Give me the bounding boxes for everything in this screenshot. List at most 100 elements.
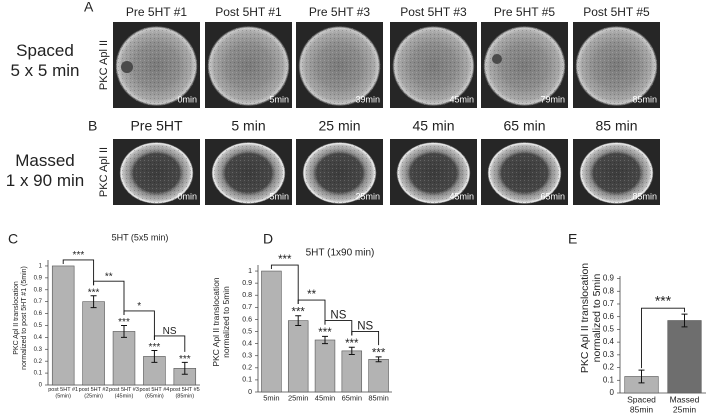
significance-label: *** <box>118 317 130 328</box>
panel-label: E <box>568 231 577 247</box>
y-tick-label: 0.6 <box>34 311 43 317</box>
error-bar <box>348 346 355 356</box>
comparison-label: NS <box>330 309 346 321</box>
y-axis-label: PKC Apl II translocationnormalized to po… <box>13 266 28 370</box>
y-tick-label: 0.3 <box>603 350 615 359</box>
comparison-label: ** <box>307 289 316 301</box>
y-tick-label: 0.5 <box>603 325 615 334</box>
error-bar <box>181 361 188 375</box>
comparison-bracket <box>93 280 125 315</box>
y-tick-label: 0.4 <box>242 340 252 347</box>
panel-label: C <box>8 231 18 247</box>
bar <box>667 320 702 394</box>
y-tick-label: 0.1 <box>34 371 43 377</box>
cell-texture <box>207 26 290 106</box>
image-header: Pre 5HT #5 <box>494 5 555 19</box>
timestamp: 45min <box>449 94 474 104</box>
bar <box>368 359 389 393</box>
error-bar <box>681 313 688 328</box>
bar <box>82 301 105 386</box>
y-tick-label: 0.1 <box>242 377 252 384</box>
comparison-label: *** <box>655 293 672 309</box>
y-tick-label: 1 <box>39 264 43 270</box>
cell-texture <box>575 26 658 106</box>
image-header: Pre 5HT <box>130 118 183 134</box>
y-tick-label: 0.9 <box>603 274 615 283</box>
y-tick-label: 0.8 <box>242 292 252 299</box>
row-label: Spaced 5 x 5 min <box>11 42 80 81</box>
timestamp: 0min <box>177 191 197 201</box>
y-axis-label: PKC Apl II translocationnormalized to 5m… <box>579 263 603 373</box>
x-tick-label: post 5HT #5 (85min) <box>170 387 200 399</box>
cell-texture <box>487 142 562 204</box>
image-header: Pre 5HT #3 <box>309 5 370 19</box>
error-bar <box>295 315 302 326</box>
y-tick-label: 0.7 <box>34 299 43 305</box>
significance-label: *** <box>149 342 161 353</box>
y-tick-label: 0 <box>248 389 252 396</box>
comparison-label: *** <box>73 250 85 261</box>
timestamp: 39min <box>355 94 380 104</box>
bar <box>287 320 309 393</box>
comparison-bracket <box>351 331 380 346</box>
timestamp: 65min <box>540 191 565 201</box>
image-y-label: PKC Apl II <box>98 40 110 90</box>
timestamp: 0min <box>177 94 197 104</box>
error-bar <box>375 356 382 363</box>
y-tick-label: 0.4 <box>603 337 615 346</box>
image-y-label: PKC Apl II <box>98 147 110 197</box>
y-tick-label: 0.9 <box>34 275 43 281</box>
x-tick-label: 85min <box>368 394 388 403</box>
comparison-label: NS <box>357 320 373 332</box>
x-tick-label: Spaced 85min <box>627 395 656 413</box>
y-tick-label: 1 <box>248 268 252 275</box>
x-tick-label: post 5HT #2 (25min) <box>79 387 109 399</box>
y-tick-label: 0.5 <box>242 328 252 335</box>
cell-texture <box>211 142 286 204</box>
timestamp: 79min <box>540 94 565 104</box>
cell-texture <box>115 26 198 106</box>
image-header: 85 min <box>595 118 637 134</box>
comparison-bracket <box>324 320 353 336</box>
cell-texture <box>392 26 475 106</box>
y-tick-label: 0.2 <box>242 365 252 372</box>
y-tick-label: 0.7 <box>242 304 252 311</box>
comparison-bracket <box>297 299 326 325</box>
bar <box>51 265 75 386</box>
comparison-label: ** <box>105 271 113 282</box>
y-tick-label: 0.1 <box>603 375 615 384</box>
y-tick-label: 0.2 <box>34 359 43 365</box>
image-header: Pre 5HT #1 <box>126 5 187 19</box>
timestamp: 85min <box>632 191 657 201</box>
error-bar <box>638 369 645 384</box>
significance-label: *** <box>179 354 191 365</box>
nucleus-spot <box>492 54 502 64</box>
x-tick-label: 5min <box>263 394 279 403</box>
error-bar <box>151 349 158 363</box>
nucleus-spot <box>121 61 133 73</box>
y-axis-label: PKC Apl II translocationnormalized to 5m… <box>211 277 231 367</box>
chart-title: 5HT (1x90 min) <box>306 248 375 259</box>
timestamp: 85min <box>632 94 657 104</box>
comparison-bracket <box>153 335 186 352</box>
y-tick-label: 0.8 <box>603 286 615 295</box>
x-tick-label: post 5HT #1 (5min) <box>48 387 78 399</box>
y-tick-label: 0.8 <box>34 287 43 293</box>
image-header: 5 min <box>231 118 265 134</box>
x-tick-label: Massed 25min <box>670 395 700 413</box>
y-tick-label: 0.6 <box>242 316 252 323</box>
significance-label: *** <box>345 338 359 350</box>
y-tick-label: 0.4 <box>34 335 43 341</box>
significance-label: *** <box>318 327 332 339</box>
y-tick-label: 0 <box>610 388 615 397</box>
significance-label: *** <box>88 287 100 298</box>
error-bar <box>121 324 127 338</box>
x-tick-label: post 5HT #3 (45min) <box>109 387 139 399</box>
comparison-bracket <box>62 259 95 286</box>
bar <box>112 331 136 386</box>
x-tick-label: 45min <box>315 394 335 403</box>
cell-texture <box>298 26 381 106</box>
bar <box>261 270 282 393</box>
y-tick-label: 0.5 <box>34 323 43 329</box>
